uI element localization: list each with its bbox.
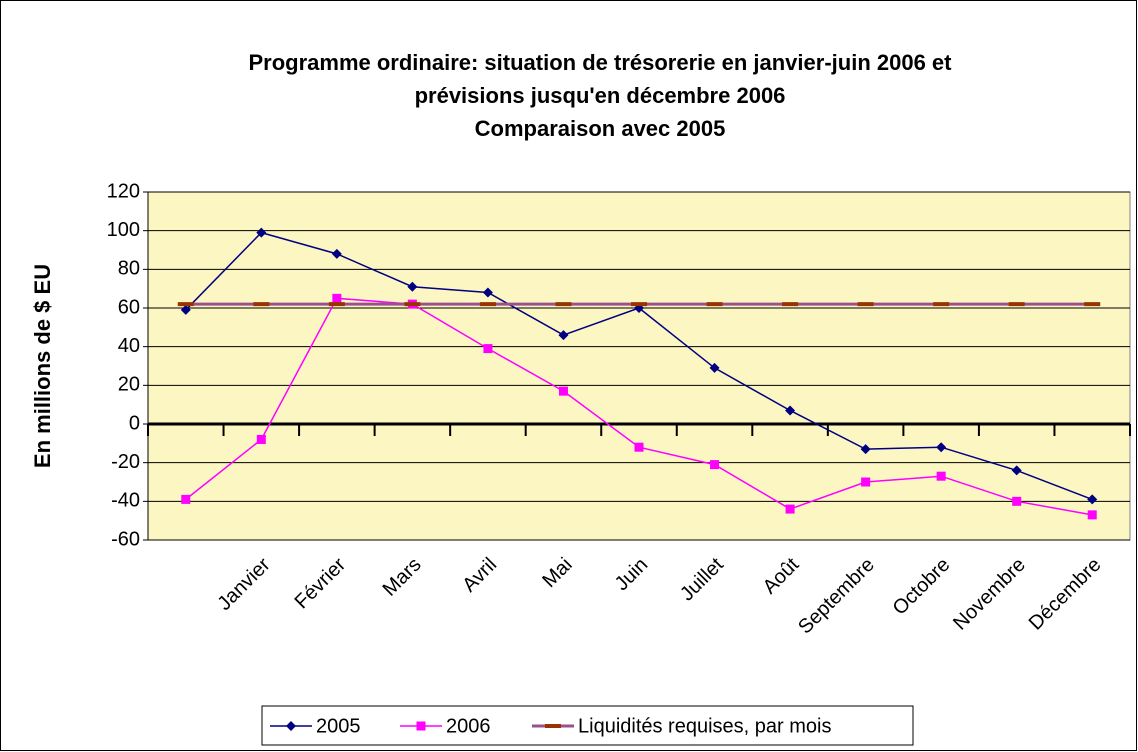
point [558, 330, 569, 341]
point [416, 721, 426, 731]
point [180, 304, 191, 315]
legend-box [261, 705, 914, 746]
legend-label: 2006 [446, 715, 491, 737]
y-tick-label: 0 [129, 412, 140, 434]
point [1011, 465, 1022, 476]
y-tick-label: 120 [107, 180, 140, 202]
point [286, 721, 296, 731]
point [1087, 494, 1098, 505]
plot-area [147, 191, 1131, 541]
point [1012, 496, 1022, 506]
point [860, 444, 871, 455]
chart-title: prévisions jusqu'en décembre 2006 [415, 83, 786, 108]
point [710, 460, 720, 470]
point [1087, 510, 1097, 520]
point [785, 504, 795, 514]
point [256, 434, 266, 444]
point [785, 405, 796, 416]
legend-label: Liquidités requises, par mois [578, 715, 831, 737]
point [936, 471, 946, 481]
point [256, 227, 267, 238]
point [332, 293, 342, 303]
point [558, 386, 568, 396]
y-axis-label: En millions de $ EU [30, 264, 55, 468]
y-tick-label: -20 [111, 451, 140, 473]
point [936, 442, 947, 453]
point [181, 494, 191, 504]
y-tick-label: -60 [111, 528, 140, 550]
legend-label: 2005 [316, 715, 361, 737]
y-tick-label: 20 [118, 374, 140, 396]
y-tick-label: 40 [118, 335, 140, 357]
chart-title: Programme ordinaire: situation de trésor… [248, 50, 952, 75]
y-tick-label: 80 [118, 258, 140, 280]
y-tick-label: -40 [111, 490, 140, 512]
legend: 2005 2006 Liquidités requises, par mois [261, 705, 914, 746]
y-tick-label: 100 [107, 219, 140, 241]
point [861, 477, 871, 487]
y-tick-label: 60 [118, 296, 140, 318]
point [331, 248, 342, 259]
point [709, 362, 720, 373]
point [634, 442, 644, 452]
chart-title: Comparaison avec 2005 [475, 116, 726, 141]
point [407, 281, 418, 292]
point [482, 287, 493, 298]
point [483, 344, 493, 354]
